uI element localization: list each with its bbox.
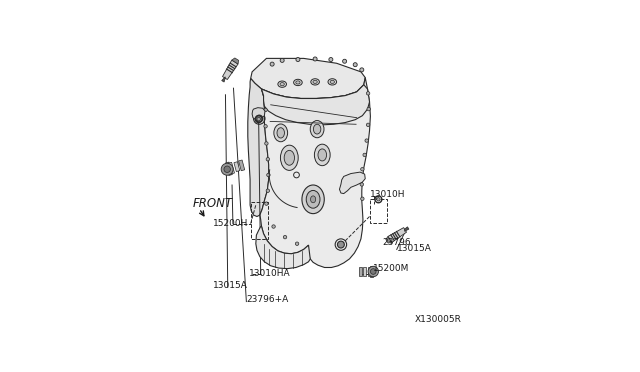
Circle shape — [272, 225, 275, 228]
Ellipse shape — [274, 124, 287, 142]
Polygon shape — [221, 77, 225, 82]
Circle shape — [367, 108, 371, 111]
Circle shape — [337, 241, 344, 248]
Circle shape — [360, 68, 364, 72]
Ellipse shape — [284, 150, 294, 165]
Ellipse shape — [330, 80, 335, 83]
Text: 15200H: 15200H — [213, 219, 248, 228]
Circle shape — [280, 58, 284, 62]
Polygon shape — [363, 267, 366, 276]
Text: 13015A: 13015A — [397, 244, 431, 253]
Text: 23796: 23796 — [383, 238, 411, 247]
Polygon shape — [368, 267, 371, 276]
Ellipse shape — [296, 81, 300, 84]
Circle shape — [296, 58, 300, 61]
Polygon shape — [232, 58, 239, 64]
Polygon shape — [234, 162, 240, 171]
Circle shape — [284, 235, 287, 239]
Circle shape — [371, 269, 376, 274]
Polygon shape — [256, 227, 310, 269]
Polygon shape — [386, 237, 392, 243]
Circle shape — [270, 62, 274, 66]
Circle shape — [353, 63, 357, 67]
Ellipse shape — [328, 79, 337, 85]
Ellipse shape — [280, 83, 284, 86]
Ellipse shape — [306, 190, 320, 208]
Polygon shape — [251, 58, 365, 99]
Circle shape — [313, 57, 317, 61]
Text: 13015A: 13015A — [213, 281, 248, 290]
Circle shape — [221, 163, 233, 175]
Ellipse shape — [294, 79, 302, 86]
Circle shape — [265, 142, 268, 145]
Ellipse shape — [311, 79, 319, 85]
Polygon shape — [252, 108, 265, 120]
Circle shape — [265, 202, 268, 205]
Circle shape — [342, 59, 347, 63]
Polygon shape — [262, 85, 369, 125]
Circle shape — [368, 266, 378, 277]
Ellipse shape — [277, 128, 284, 138]
Circle shape — [360, 183, 364, 186]
Polygon shape — [358, 267, 362, 276]
Polygon shape — [404, 227, 409, 231]
Ellipse shape — [310, 196, 316, 203]
Ellipse shape — [314, 144, 330, 166]
Text: 15200M: 15200M — [373, 264, 410, 273]
Polygon shape — [248, 78, 269, 217]
Polygon shape — [339, 172, 365, 193]
Circle shape — [363, 153, 366, 157]
Circle shape — [266, 157, 269, 161]
Circle shape — [224, 166, 230, 173]
Text: X130005R: X130005R — [414, 315, 461, 324]
Text: FRONT: FRONT — [193, 197, 233, 210]
Circle shape — [264, 125, 268, 128]
Circle shape — [329, 58, 333, 61]
Circle shape — [295, 242, 299, 246]
Circle shape — [377, 198, 380, 201]
Polygon shape — [388, 228, 406, 243]
Circle shape — [264, 108, 268, 112]
Polygon shape — [225, 162, 232, 176]
Ellipse shape — [280, 145, 298, 170]
Ellipse shape — [302, 185, 324, 214]
Circle shape — [257, 118, 260, 121]
Polygon shape — [370, 266, 373, 277]
Circle shape — [256, 115, 262, 122]
Circle shape — [365, 139, 369, 142]
Ellipse shape — [318, 149, 326, 161]
Circle shape — [266, 189, 269, 192]
Text: 23796+A: 23796+A — [246, 295, 289, 304]
Polygon shape — [239, 160, 244, 171]
Circle shape — [361, 197, 364, 201]
Circle shape — [366, 92, 370, 95]
Polygon shape — [223, 60, 238, 80]
Circle shape — [267, 173, 270, 177]
Polygon shape — [228, 162, 234, 174]
Ellipse shape — [314, 124, 321, 134]
Circle shape — [366, 123, 370, 126]
Ellipse shape — [310, 121, 324, 138]
Ellipse shape — [313, 80, 317, 83]
Polygon shape — [260, 78, 371, 267]
Ellipse shape — [278, 81, 287, 87]
Text: 13010HA: 13010HA — [249, 269, 291, 278]
Text: 13010H: 13010H — [371, 190, 406, 199]
Circle shape — [361, 167, 364, 171]
